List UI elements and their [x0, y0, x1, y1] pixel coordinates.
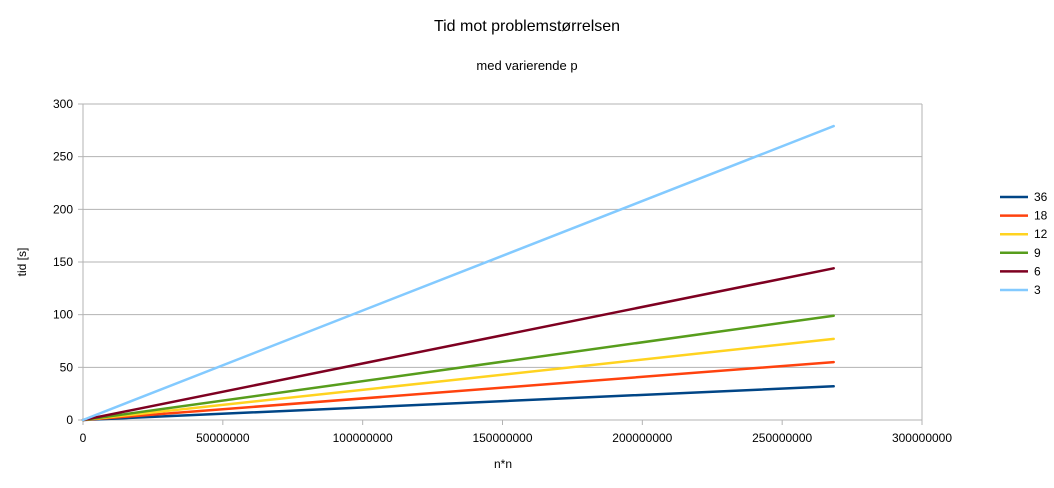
- x-tick-label-2: 100000000: [333, 431, 393, 445]
- y-tick-label-4: 200: [53, 202, 73, 216]
- legend-label-3: 3: [1034, 283, 1041, 297]
- legend-label-6: 6: [1034, 264, 1041, 278]
- y-tick-label-2: 100: [53, 308, 73, 322]
- legend: 36 18 12 9 6 3: [1000, 190, 1048, 297]
- y-tick-label-6: 300: [53, 97, 73, 111]
- y-tick-label-1: 50: [60, 360, 74, 374]
- y-tick-labels: 0 50 100 150 200 250 300: [53, 97, 73, 427]
- series-line-12: [81, 337, 835, 422]
- x-tick-label-4: 200000000: [612, 431, 672, 445]
- x-tick-label-5: 250000000: [752, 431, 812, 445]
- series-line-6: [81, 267, 835, 422]
- y-axis-label: tid [s]: [15, 248, 29, 277]
- y-tick-label-5: 250: [53, 150, 73, 164]
- grid: [83, 103, 922, 368]
- legend-label-9: 9: [1034, 246, 1041, 260]
- series-lines: [81, 124, 835, 422]
- y-tick-label-0: 0: [66, 413, 73, 427]
- axes: [78, 103, 923, 425]
- chart-subtitle: med varierende p: [476, 58, 577, 73]
- x-tick-label-6: 300000000: [892, 431, 952, 445]
- x-tick-label-0: 0: [80, 431, 87, 445]
- x-tick-labels: 0 50000000 100000000 150000000 200000000 2500…: [80, 431, 953, 445]
- legend-label-36: 36: [1034, 190, 1048, 204]
- y-tick-label-3: 150: [53, 255, 73, 269]
- legend-label-18: 18: [1034, 209, 1048, 223]
- series-line-9: [81, 314, 835, 422]
- x-axis-label: n*n: [494, 457, 512, 471]
- x-tick-label-1: 50000000: [196, 431, 250, 445]
- series-line-18: [81, 360, 835, 422]
- legend-label-12: 12: [1034, 227, 1048, 241]
- series-line-36: [81, 385, 835, 422]
- series-line-3: [81, 124, 835, 422]
- chart-title: Tid mot problemstørrelsen: [434, 18, 620, 35]
- x-tick-label-3: 150000000: [472, 431, 532, 445]
